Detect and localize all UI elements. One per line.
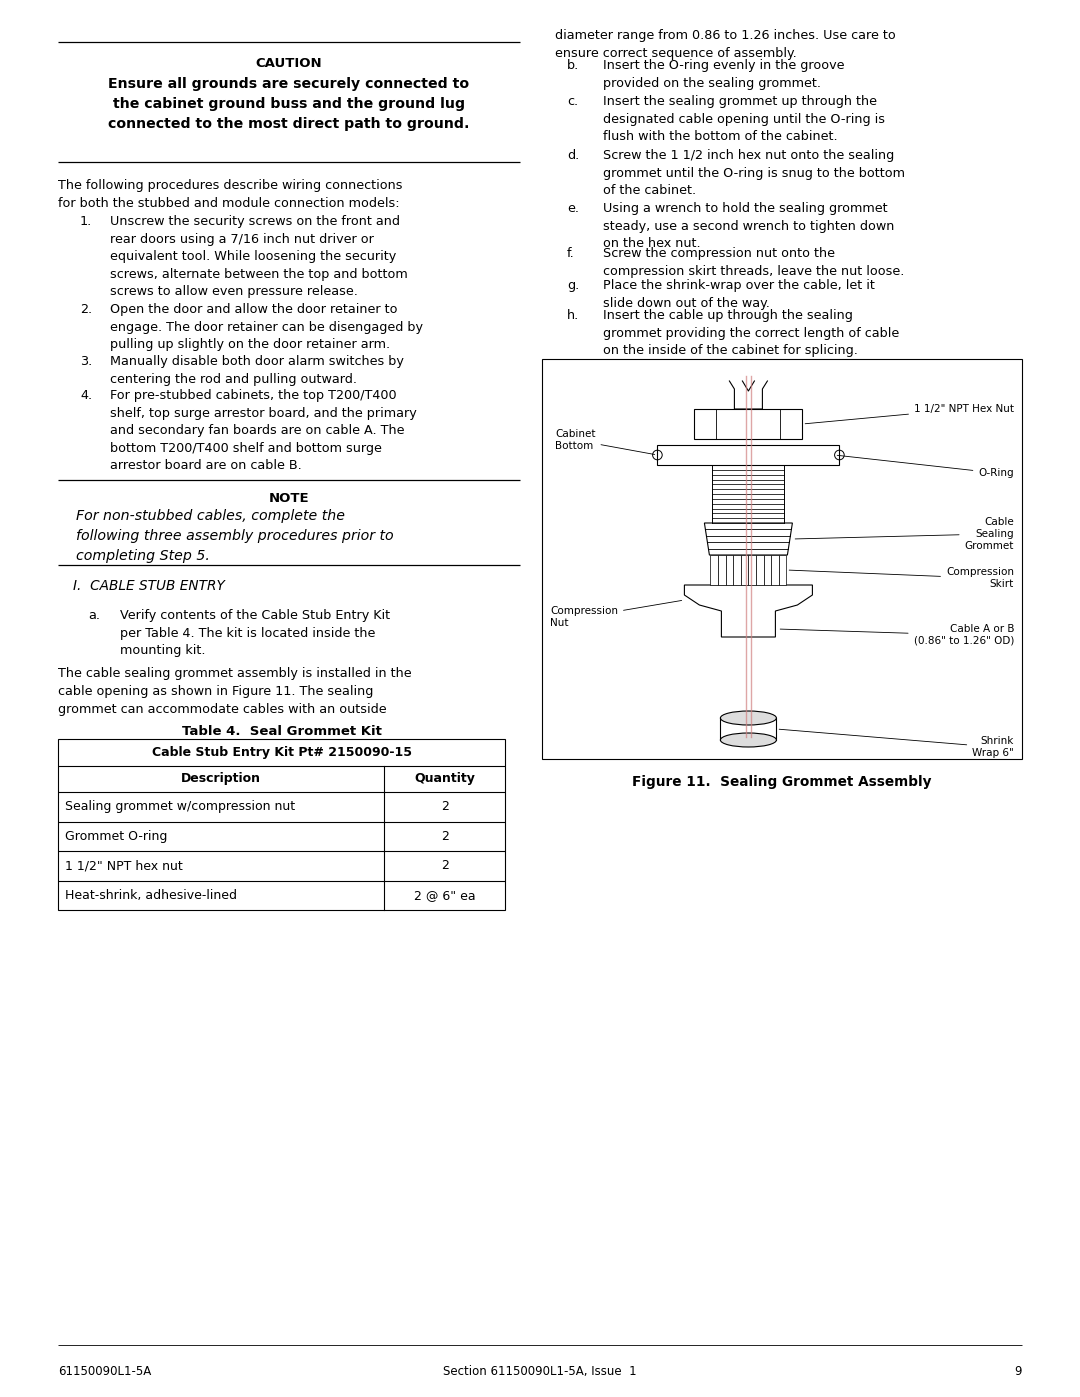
Text: Table 4.  Seal Grommet Kit: Table 4. Seal Grommet Kit	[181, 725, 381, 738]
Text: Figure 11.  Sealing Grommet Assembly: Figure 11. Sealing Grommet Assembly	[632, 775, 932, 789]
Text: Cable A or B
(0.86" to 1.26" OD): Cable A or B (0.86" to 1.26" OD)	[780, 624, 1014, 645]
Bar	[694, 409, 802, 439]
Text: For pre-stubbed cabinets, the top T200/T400
shelf, top surge arrestor board, and: For pre-stubbed cabinets, the top T200/T…	[110, 388, 417, 472]
Text: Open the door and allow the door retainer to
engage. The door retainer can be di: Open the door and allow the door retaine…	[110, 303, 423, 351]
Ellipse shape	[720, 733, 777, 747]
Text: 9: 9	[1014, 1365, 1022, 1377]
Text: Ensure all grounds are securely connected to
the cabinet ground buss and the gro: Ensure all grounds are securely connecte…	[108, 77, 470, 131]
Bar	[58, 739, 505, 909]
Text: 2.: 2.	[80, 303, 92, 316]
Text: c.: c.	[567, 95, 578, 108]
Bar	[733, 555, 741, 585]
Text: O-Ring: O-Ring	[837, 455, 1014, 478]
Text: Cabinet
Bottom: Cabinet Bottom	[555, 429, 654, 454]
Text: b.: b.	[567, 59, 579, 73]
Text: The cable sealing grommet assembly is installed in the
cable opening as shown in: The cable sealing grommet assembly is in…	[58, 666, 411, 717]
Text: Place the shrink-wrap over the cable, let it
slide down out of the way.: Place the shrink-wrap over the cable, le…	[603, 279, 875, 310]
Text: g.: g.	[567, 279, 579, 292]
Bar	[764, 555, 771, 585]
Text: a.: a.	[87, 609, 100, 622]
Bar	[711, 555, 718, 585]
Text: 3.: 3.	[80, 355, 92, 367]
Text: Using a wrench to hold the sealing grommet
steady, use a second wrench to tighte: Using a wrench to hold the sealing gromm…	[603, 203, 894, 250]
Text: The following procedures describe wiring connections
for both the stubbed and mo: The following procedures describe wiring…	[58, 179, 403, 210]
Text: Sealing grommet w/compression nut: Sealing grommet w/compression nut	[65, 800, 295, 813]
Text: 4.: 4.	[80, 388, 92, 402]
Text: CAUTION: CAUTION	[256, 57, 322, 70]
Text: Screw the compression nut onto the
compression skirt threads, leave the nut loos: Screw the compression nut onto the compr…	[603, 247, 904, 278]
Text: 1 1/2" NPT hex nut: 1 1/2" NPT hex nut	[65, 859, 183, 872]
Text: Grommet O-ring: Grommet O-ring	[65, 830, 167, 842]
Text: Cable
Sealing
Grommet: Cable Sealing Grommet	[795, 517, 1014, 550]
Text: NOTE: NOTE	[269, 492, 309, 504]
Bar	[658, 446, 839, 465]
Text: Manually disable both door alarm switches by
centering the rod and pulling outwa: Manually disable both door alarm switche…	[110, 355, 404, 386]
Text: d.: d.	[567, 149, 579, 162]
Text: Compression
Skirt: Compression Skirt	[789, 567, 1014, 588]
Text: e.: e.	[567, 203, 579, 215]
Polygon shape	[685, 585, 812, 637]
Text: Description: Description	[181, 773, 261, 785]
Bar	[741, 555, 748, 585]
Bar	[542, 359, 1022, 759]
Text: 1.: 1.	[80, 215, 92, 228]
Bar	[718, 555, 726, 585]
Text: Insert the cable up through the sealing
grommet providing the correct length of : Insert the cable up through the sealing …	[603, 309, 900, 358]
Text: Section 61150090L1-5A, Issue  1: Section 61150090L1-5A, Issue 1	[443, 1365, 637, 1377]
Text: Screw the 1 1/2 inch hex nut onto the sealing
grommet until the O-ring is snug t: Screw the 1 1/2 inch hex nut onto the se…	[603, 149, 905, 197]
Text: 2: 2	[441, 830, 448, 842]
Text: Unscrew the security screws on the front and
rear doors using a 7/16 inch nut dr: Unscrew the security screws on the front…	[110, 215, 408, 298]
Text: f.: f.	[567, 247, 575, 260]
Ellipse shape	[720, 711, 777, 725]
Text: For non-stubbed cables, complete the
following three assembly procedures prior t: For non-stubbed cables, complete the fol…	[76, 509, 393, 563]
Bar	[771, 555, 779, 585]
Text: Insert the sealing grommet up through the
designated cable opening until the O-r: Insert the sealing grommet up through th…	[603, 95, 885, 142]
Text: I.  CABLE STUB ENTRY: I. CABLE STUB ENTRY	[73, 578, 225, 592]
Text: diameter range from 0.86 to 1.26 inches. Use care to
ensure correct sequence of : diameter range from 0.86 to 1.26 inches.…	[555, 29, 895, 60]
Text: Compression
Nut: Compression Nut	[550, 601, 681, 627]
Text: Shrink
Wrap 6": Shrink Wrap 6"	[779, 729, 1014, 757]
Text: 1 1/2" NPT Hex Nut: 1 1/2" NPT Hex Nut	[806, 404, 1014, 423]
Text: Insert the O-ring evenly in the groove
provided on the sealing grommet.: Insert the O-ring evenly in the groove p…	[603, 59, 845, 89]
Text: 61150090L1-5A: 61150090L1-5A	[58, 1365, 151, 1377]
Text: 2: 2	[441, 800, 448, 813]
Text: 2 @ 6" ea: 2 @ 6" ea	[414, 888, 475, 901]
Bar	[726, 555, 733, 585]
Text: Cable Stub Entry Kit Pt# 2150090-15: Cable Stub Entry Kit Pt# 2150090-15	[151, 746, 411, 759]
Text: Heat-shrink, adhesive-lined: Heat-shrink, adhesive-lined	[65, 888, 237, 901]
Bar	[748, 555, 756, 585]
Text: h.: h.	[567, 309, 579, 321]
Polygon shape	[704, 522, 793, 555]
Text: Quantity: Quantity	[415, 773, 475, 785]
Bar	[779, 555, 786, 585]
Bar	[756, 555, 764, 585]
Text: Verify contents of the Cable Stub Entry Kit
per Table 4. The kit is located insi: Verify contents of the Cable Stub Entry …	[120, 609, 390, 657]
Text: 2: 2	[441, 859, 448, 872]
